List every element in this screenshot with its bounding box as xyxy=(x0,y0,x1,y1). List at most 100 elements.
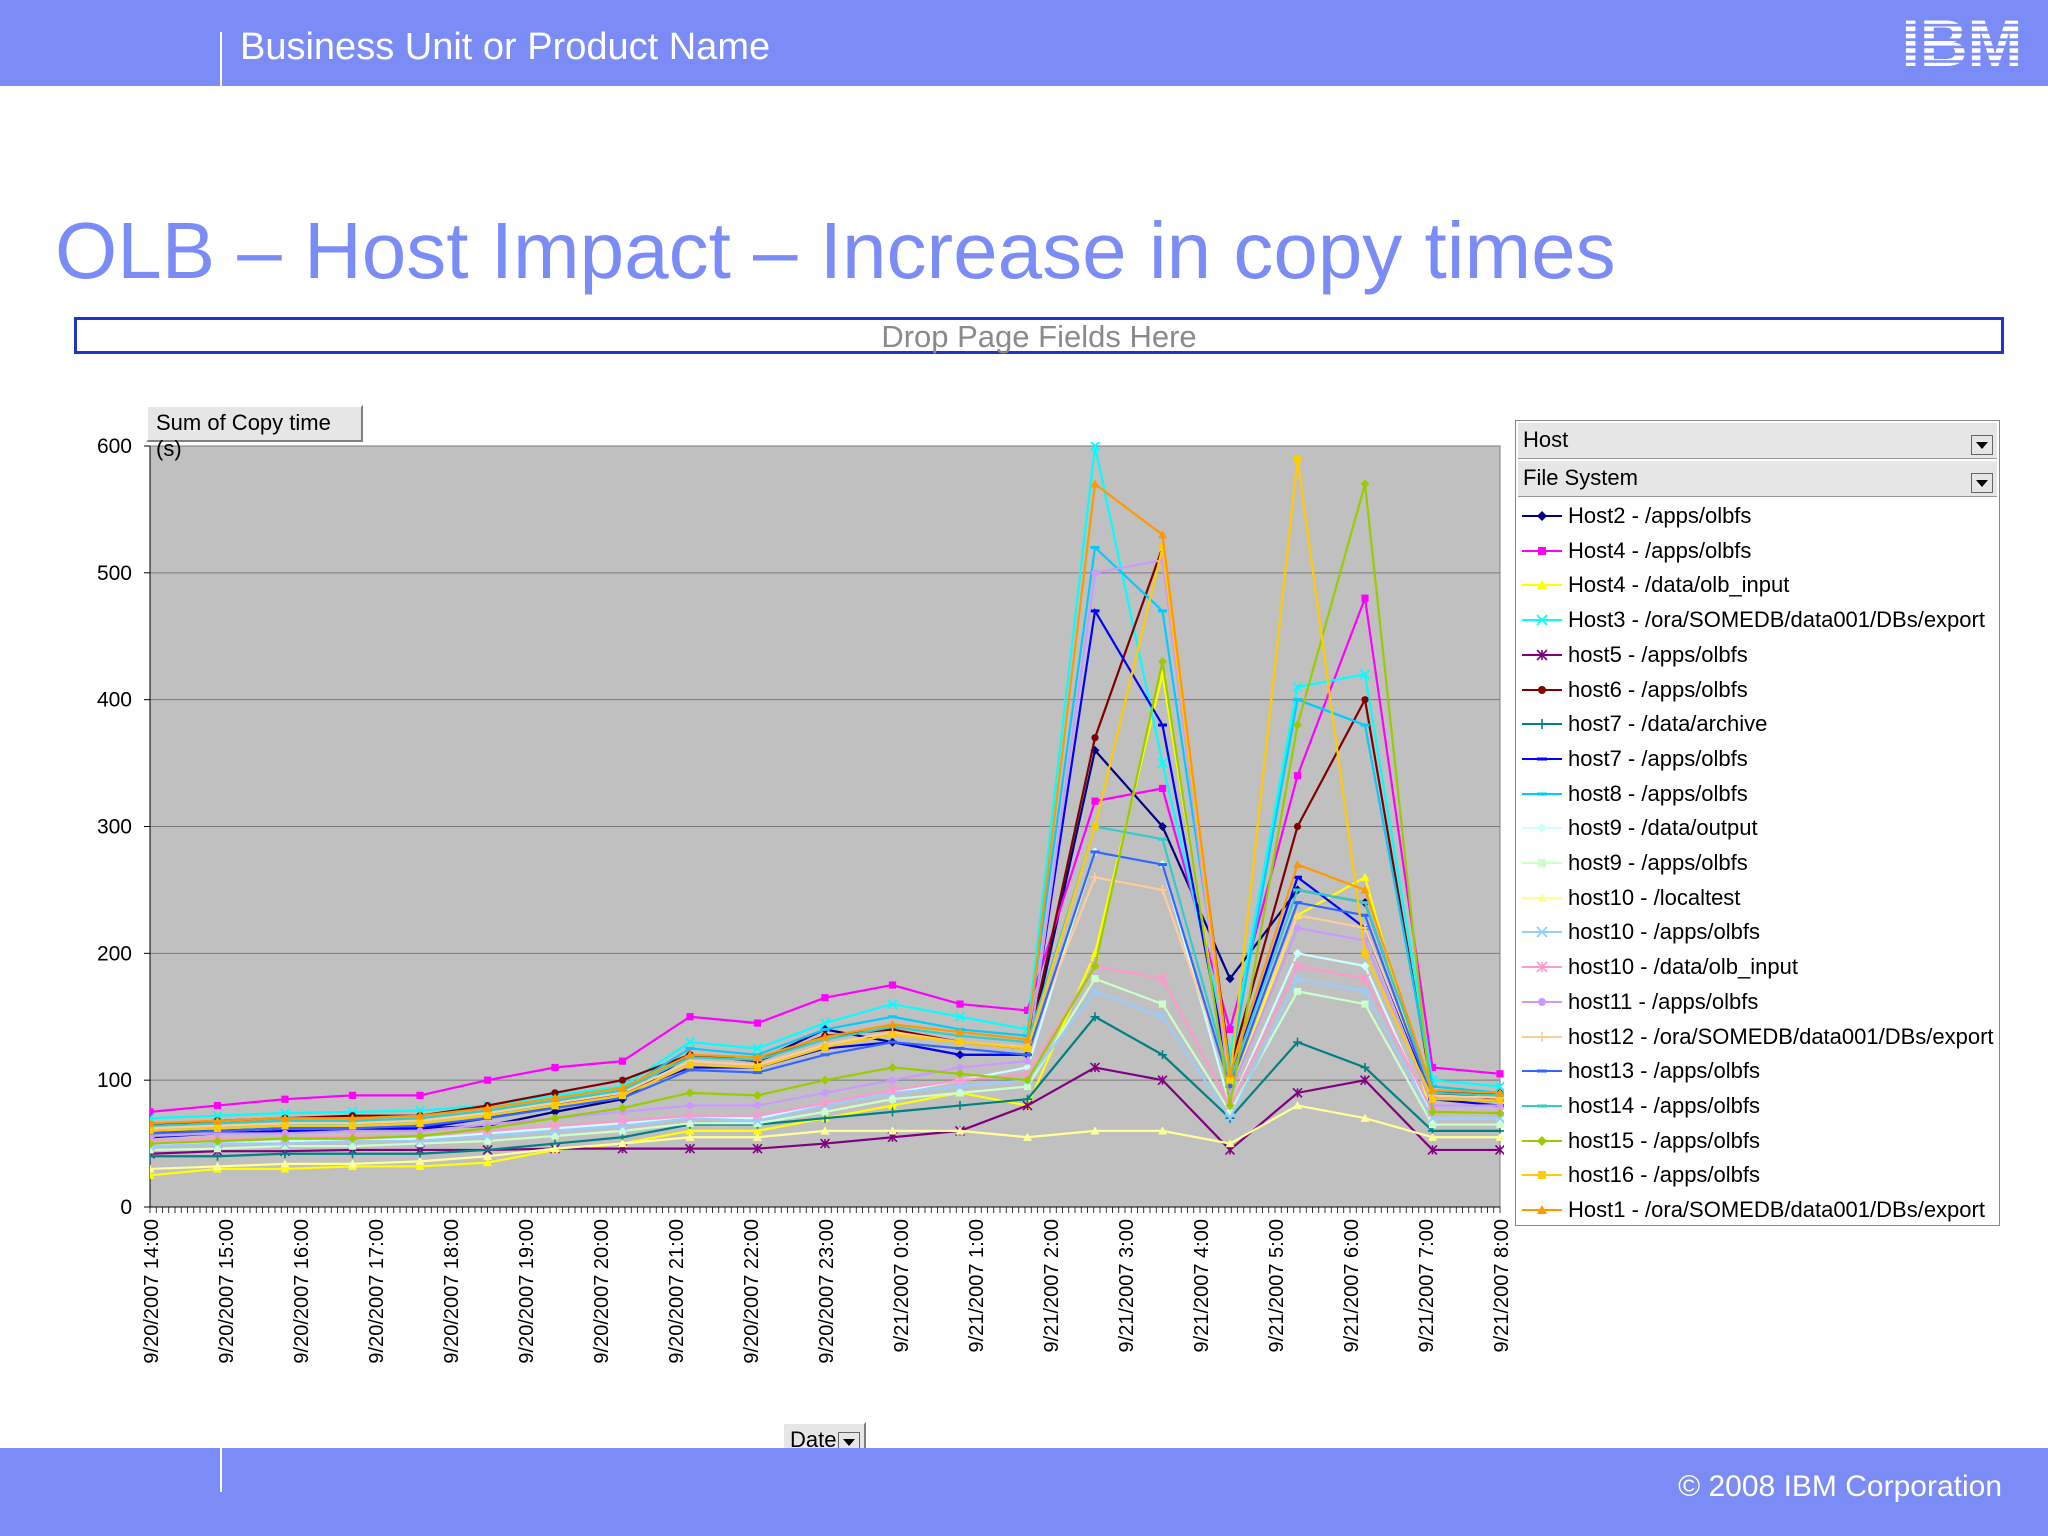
data-point xyxy=(1090,609,1100,613)
legend-marker-icon xyxy=(1522,685,1562,694)
data-point xyxy=(150,1113,156,1124)
legend-entry: Host1 - /ora/SOMEDB/data001/DBs/export xyxy=(1520,1195,1985,1225)
data-point xyxy=(415,1161,425,1171)
x-tick-label: 9/21/2007 6:00 xyxy=(1341,1219,1363,1352)
y-tick-label: 500 xyxy=(97,562,132,585)
data-point xyxy=(1293,910,1302,920)
data-point xyxy=(888,1107,897,1117)
data-point xyxy=(1157,1075,1168,1086)
data-point xyxy=(617,1115,628,1126)
data-point xyxy=(150,1151,155,1161)
data-point xyxy=(213,1116,222,1125)
data-point xyxy=(685,1088,695,1098)
data-point xyxy=(753,1119,762,1127)
data-point xyxy=(753,1090,762,1100)
legend-marker-icon xyxy=(1522,859,1562,867)
data-point xyxy=(150,1108,154,1116)
data-point xyxy=(1361,696,1369,704)
data-point xyxy=(1536,649,1548,661)
data-point xyxy=(752,1043,763,1054)
data-point xyxy=(752,1110,763,1121)
data-point xyxy=(1225,1069,1235,1078)
data-point xyxy=(820,1027,830,1031)
legend-entry: host9 - /apps/olbfs xyxy=(1520,848,1748,878)
data-point xyxy=(752,1143,763,1154)
legend-marker-icon xyxy=(1522,1069,1562,1073)
data-point xyxy=(1538,1171,1546,1180)
legend-label: host9 - /data/output xyxy=(1568,815,1758,841)
data-point xyxy=(212,1110,223,1121)
data-point xyxy=(1537,892,1547,902)
data-point xyxy=(686,1101,694,1110)
data-point xyxy=(1224,1113,1236,1124)
data-point xyxy=(1361,1000,1369,1008)
data-point xyxy=(618,1103,627,1113)
data-point xyxy=(551,1089,559,1097)
data-point xyxy=(1023,1006,1032,1015)
data-point xyxy=(1090,479,1100,488)
data-point xyxy=(1494,1081,1504,1092)
data-point xyxy=(1090,850,1100,854)
x-tick-label: 9/20/2007 15:00 xyxy=(216,1219,238,1364)
page-fields-drop-zone[interactable]: Drop Page Fields Here xyxy=(74,317,2004,354)
chevron-down-icon[interactable] xyxy=(1971,435,1993,455)
data-point xyxy=(1537,1104,1547,1108)
data-point xyxy=(686,1119,694,1127)
data-point xyxy=(483,1123,492,1133)
data-point xyxy=(820,1075,830,1085)
legend-entry: host6 - /apps/olbfs xyxy=(1520,675,1748,705)
data-point xyxy=(685,1126,695,1135)
host-field-button[interactable]: Host xyxy=(1518,423,1997,459)
data-point xyxy=(888,1015,897,1019)
legend-label: host7 - /apps/olbfs xyxy=(1568,745,1748,771)
data-point xyxy=(888,1062,897,1072)
data-point xyxy=(150,1118,155,1127)
file-system-field-button[interactable]: File System xyxy=(1518,461,1997,497)
data-point xyxy=(1226,1108,1234,1116)
data-point xyxy=(414,1105,426,1116)
data-point xyxy=(1536,926,1548,939)
data-point xyxy=(1023,1035,1032,1044)
data-point xyxy=(1360,1062,1370,1072)
chevron-down-icon[interactable] xyxy=(1971,473,1993,493)
data-point xyxy=(1091,734,1099,742)
x-tick-label: 9/21/2007 1:00 xyxy=(966,1219,988,1352)
x-tick-label: 9/20/2007 22:00 xyxy=(741,1219,763,1364)
data-point xyxy=(955,1053,965,1057)
legend-entry: host9 - /data/output xyxy=(1520,813,1758,843)
data-point xyxy=(416,1119,424,1127)
data-point xyxy=(1225,1101,1235,1111)
data-point xyxy=(1360,723,1370,727)
x-tick-label: 9/21/2007 2:00 xyxy=(1041,1219,1063,1352)
sum-of-copy-time-field-button[interactable]: Sum of Copy time (s) xyxy=(146,405,363,461)
data-point xyxy=(1537,580,1547,590)
data-point xyxy=(348,1091,357,1099)
data-point xyxy=(1428,1107,1437,1117)
data-point xyxy=(1537,823,1547,834)
series-1 xyxy=(150,593,1504,1116)
data-point xyxy=(483,1112,492,1120)
x-tick-label: 9/21/2007 8:00 xyxy=(1491,1219,1513,1352)
data-point xyxy=(550,1113,560,1123)
data-point xyxy=(1157,973,1168,984)
data-point xyxy=(1225,1139,1235,1148)
data-point xyxy=(1293,924,1302,932)
data-point xyxy=(213,1136,222,1146)
data-point xyxy=(819,1138,831,1149)
legend-label: Host4 - /apps/olbfs xyxy=(1568,537,1752,563)
legend-marker-icon xyxy=(1522,997,1562,1006)
data-point xyxy=(955,1034,965,1038)
data-point xyxy=(1293,822,1302,831)
data-point xyxy=(483,1151,492,1160)
data-point xyxy=(1158,837,1167,841)
data-point xyxy=(1023,1082,1032,1091)
data-point xyxy=(1359,669,1371,680)
data-point xyxy=(415,1111,425,1120)
legend-entry: Host2 - /apps/olbfs xyxy=(1520,501,1751,531)
data-point xyxy=(1360,961,1370,971)
data-point xyxy=(551,1132,559,1140)
data-point xyxy=(281,1129,289,1138)
data-point xyxy=(280,1134,290,1144)
legend-label: host12 - /ora/SOMEDB/data001/DBs/export xyxy=(1568,1023,1994,1049)
